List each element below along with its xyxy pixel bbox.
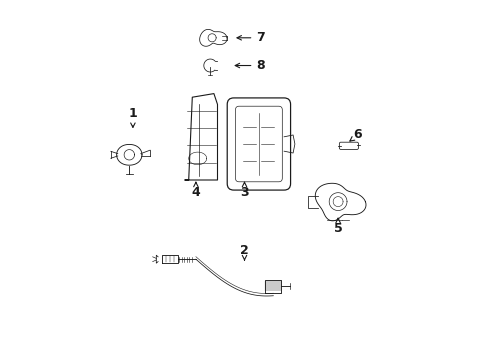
Text: 6: 6 <box>349 129 362 141</box>
Text: 3: 3 <box>240 182 248 199</box>
Text: 4: 4 <box>191 182 200 199</box>
Text: 2: 2 <box>240 244 248 260</box>
Text: 7: 7 <box>237 31 264 44</box>
Text: 5: 5 <box>333 218 342 235</box>
Text: 8: 8 <box>235 59 264 72</box>
Text: 1: 1 <box>128 107 137 127</box>
